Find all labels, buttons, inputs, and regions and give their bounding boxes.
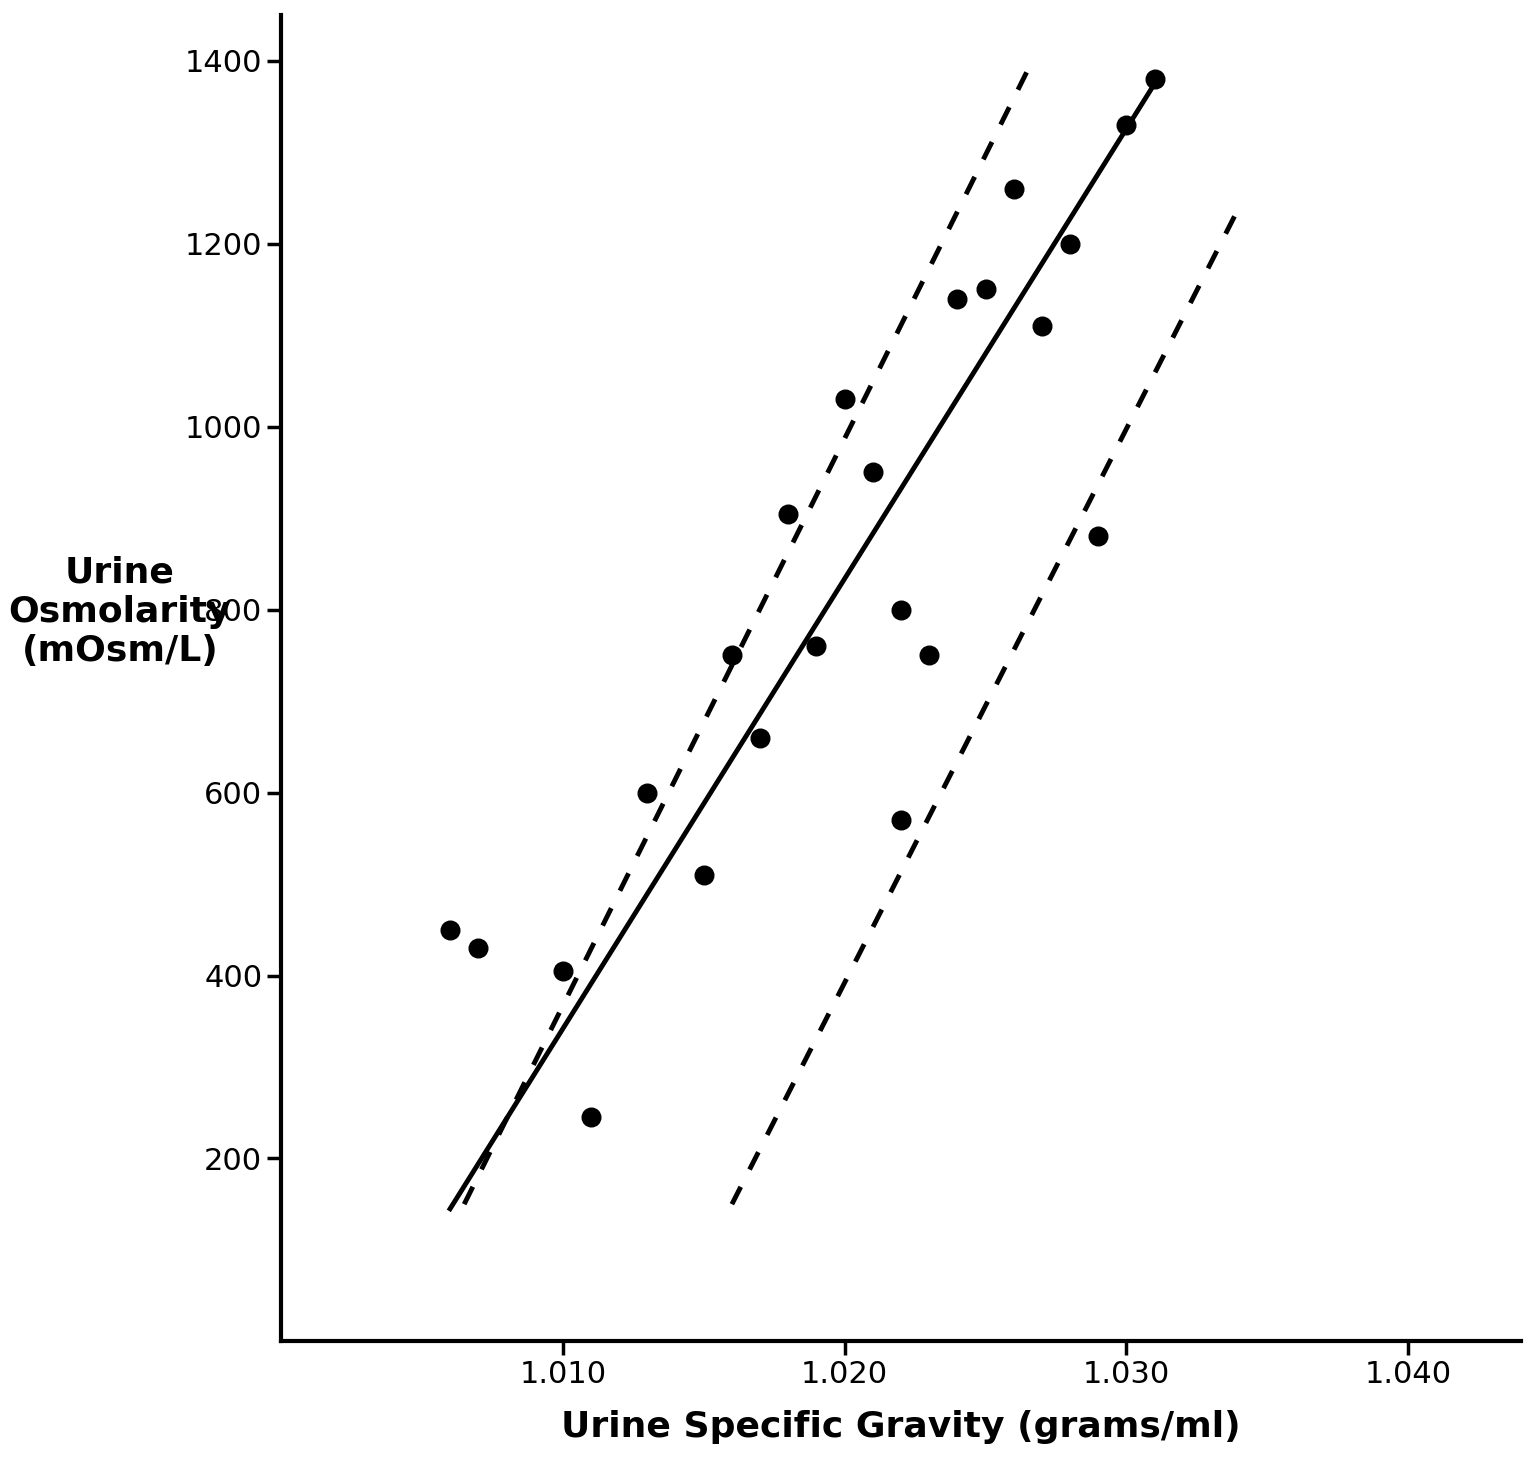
Point (1029, 314, 1054, 337)
Point (1143, 67, 1167, 90)
Point (438, 918, 462, 941)
Point (579, 1106, 604, 1129)
Point (805, 635, 829, 658)
Y-axis label: Urine
Osmolarity
(mOsm/L): Urine Osmolarity (mOsm/L) (9, 556, 230, 668)
Point (1001, 177, 1026, 200)
Point (550, 959, 574, 982)
Point (776, 502, 800, 525)
Point (917, 643, 942, 667)
Point (1114, 114, 1138, 137)
Point (860, 461, 885, 484)
Point (945, 287, 969, 311)
Point (974, 277, 998, 301)
Point (691, 864, 716, 887)
Point (889, 808, 914, 832)
Point (889, 598, 914, 622)
Point (833, 388, 857, 411)
Point (465, 937, 490, 960)
Point (720, 643, 745, 667)
Point (748, 727, 773, 750)
Point (1058, 232, 1083, 255)
Point (1086, 525, 1111, 549)
X-axis label: Urine Specific Gravity (grams/ml): Urine Specific Gravity (grams/ml) (561, 1409, 1241, 1444)
Point (634, 781, 659, 804)
